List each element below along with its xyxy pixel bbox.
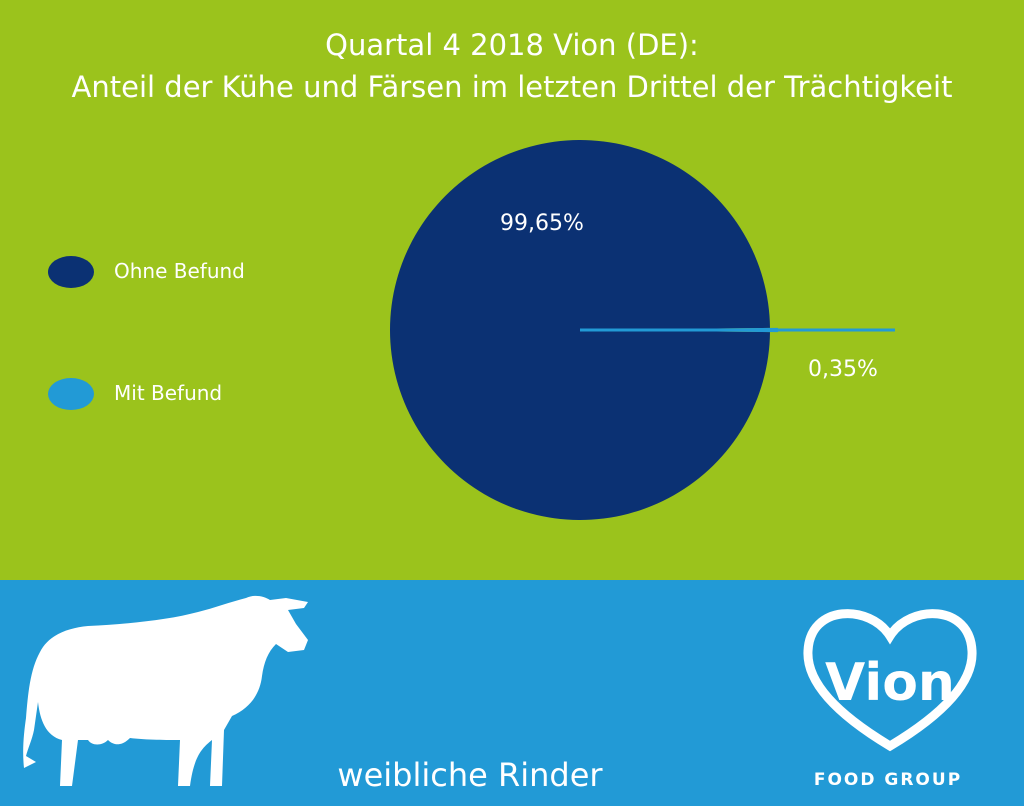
logo-name: Vion [825, 653, 955, 713]
legend-label: Ohne Befund [114, 259, 245, 283]
chart-title: Quartal 4 2018 Vion (DE): [325, 28, 699, 62]
slice-label-mit-befund: 0,35% [808, 357, 878, 382]
footer-caption: weibliche Rinder [337, 756, 603, 794]
pie-slice-ohne-befund [390, 140, 770, 520]
pie-chart: 99,65% 0,35% [390, 140, 895, 520]
cow-icon [23, 595, 309, 786]
legend-swatch [48, 378, 94, 410]
logo-tagline: FOOD GROUP [813, 770, 963, 790]
chart-subtitle: Anteil der Kühe und Färsen im letzten Dr… [71, 70, 953, 104]
slice-label-ohne-befund: 99,65% [500, 211, 584, 236]
legend-label: Mit Befund [114, 381, 223, 405]
legend-swatch [48, 256, 94, 288]
vion-logo-icon: Vion [803, 609, 977, 752]
